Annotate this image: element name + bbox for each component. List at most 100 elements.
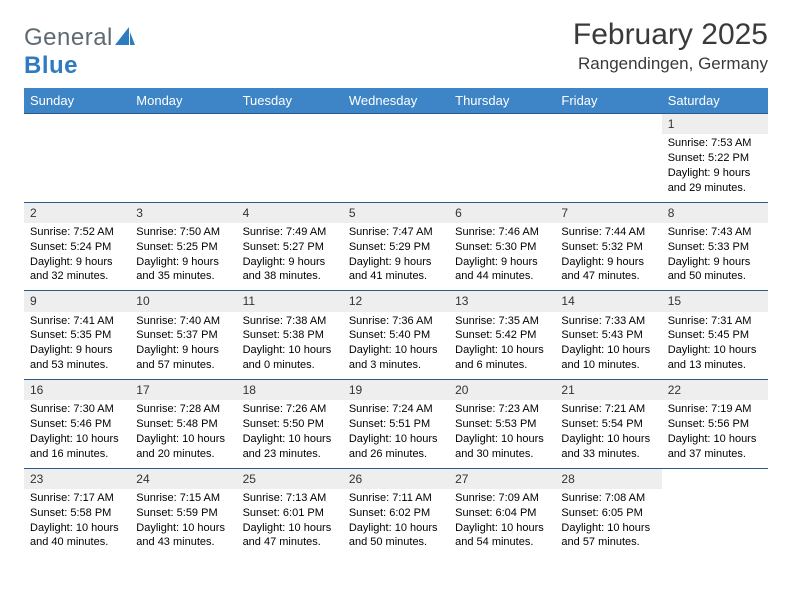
day-data-cell: Sunrise: 7:46 AMSunset: 5:30 PMDaylight:…	[449, 223, 555, 291]
day-number-cell	[343, 114, 449, 135]
day-data-cell	[662, 489, 768, 557]
sunrise-text: Sunrise: 7:11 AM	[349, 491, 443, 506]
day-number-cell: 16	[24, 380, 130, 401]
sunrise-text: Sunrise: 7:24 AM	[349, 402, 443, 417]
sunset-text: Sunset: 5:35 PM	[30, 328, 124, 343]
daylight-text: Daylight: 10 hours and 0 minutes.	[243, 343, 337, 373]
sunrise-text: Sunrise: 7:19 AM	[668, 402, 762, 417]
sunset-text: Sunset: 5:25 PM	[136, 240, 230, 255]
sail-icon	[115, 27, 135, 45]
day-data-cell: Sunrise: 7:09 AMSunset: 6:04 PMDaylight:…	[449, 489, 555, 557]
day-number-cell: 7	[555, 202, 661, 223]
sunrise-text: Sunrise: 7:46 AM	[455, 225, 549, 240]
sunset-text: Sunset: 5:40 PM	[349, 328, 443, 343]
weekday-header: Thursday	[449, 88, 555, 114]
sunrise-text: Sunrise: 7:52 AM	[30, 225, 124, 240]
day-number-cell: 5	[343, 202, 449, 223]
day-data-cell: Sunrise: 7:11 AMSunset: 6:02 PMDaylight:…	[343, 489, 449, 557]
daynum-row: 9101112131415	[24, 291, 768, 312]
sunrise-text: Sunrise: 7:43 AM	[668, 225, 762, 240]
day-data-cell: Sunrise: 7:36 AMSunset: 5:40 PMDaylight:…	[343, 312, 449, 380]
day-data-cell	[24, 134, 130, 202]
weekday-header: Tuesday	[237, 88, 343, 114]
sunset-text: Sunset: 5:32 PM	[561, 240, 655, 255]
day-number-cell: 27	[449, 468, 555, 489]
daylight-text: Daylight: 9 hours and 32 minutes.	[30, 255, 124, 285]
daylight-text: Daylight: 10 hours and 13 minutes.	[668, 343, 762, 373]
day-number-cell: 2	[24, 202, 130, 223]
day-data-cell: Sunrise: 7:44 AMSunset: 5:32 PMDaylight:…	[555, 223, 661, 291]
sunset-text: Sunset: 5:30 PM	[455, 240, 549, 255]
day-data-cell: Sunrise: 7:41 AMSunset: 5:35 PMDaylight:…	[24, 312, 130, 380]
day-data-cell	[555, 134, 661, 202]
daylight-text: Daylight: 9 hours and 29 minutes.	[668, 166, 762, 196]
day-number-cell: 11	[237, 291, 343, 312]
brand-logo: General Blue	[24, 24, 135, 80]
daynum-row: 232425262728	[24, 468, 768, 489]
day-number-cell: 20	[449, 380, 555, 401]
sunrise-text: Sunrise: 7:26 AM	[243, 402, 337, 417]
daylight-text: Daylight: 10 hours and 50 minutes.	[349, 521, 443, 551]
day-number-cell: 6	[449, 202, 555, 223]
daylight-text: Daylight: 9 hours and 35 minutes.	[136, 255, 230, 285]
daylight-text: Daylight: 10 hours and 43 minutes.	[136, 521, 230, 551]
sunrise-text: Sunrise: 7:13 AM	[243, 491, 337, 506]
day-data-cell: Sunrise: 7:40 AMSunset: 5:37 PMDaylight:…	[130, 312, 236, 380]
day-number-cell: 22	[662, 380, 768, 401]
day-data-cell: Sunrise: 7:53 AMSunset: 5:22 PMDaylight:…	[662, 134, 768, 202]
day-data-cell: Sunrise: 7:28 AMSunset: 5:48 PMDaylight:…	[130, 400, 236, 468]
sunrise-text: Sunrise: 7:38 AM	[243, 314, 337, 329]
sunrise-text: Sunrise: 7:33 AM	[561, 314, 655, 329]
weekday-header: Monday	[130, 88, 236, 114]
sunset-text: Sunset: 5:53 PM	[455, 417, 549, 432]
sunset-text: Sunset: 6:01 PM	[243, 506, 337, 521]
day-number-cell: 17	[130, 380, 236, 401]
sunset-text: Sunset: 6:04 PM	[455, 506, 549, 521]
weekday-header: Sunday	[24, 88, 130, 114]
sunset-text: Sunset: 5:29 PM	[349, 240, 443, 255]
daylight-text: Daylight: 9 hours and 57 minutes.	[136, 343, 230, 373]
daylight-text: Daylight: 10 hours and 6 minutes.	[455, 343, 549, 373]
daylight-text: Daylight: 10 hours and 37 minutes.	[668, 432, 762, 462]
sunset-text: Sunset: 5:24 PM	[30, 240, 124, 255]
day-number-cell: 4	[237, 202, 343, 223]
sunset-text: Sunset: 5:56 PM	[668, 417, 762, 432]
sunset-text: Sunset: 5:27 PM	[243, 240, 337, 255]
day-data-cell: Sunrise: 7:19 AMSunset: 5:56 PMDaylight:…	[662, 400, 768, 468]
daylight-text: Daylight: 10 hours and 57 minutes.	[561, 521, 655, 551]
day-data-cell: Sunrise: 7:24 AMSunset: 5:51 PMDaylight:…	[343, 400, 449, 468]
day-number-cell	[449, 114, 555, 135]
sunrise-text: Sunrise: 7:08 AM	[561, 491, 655, 506]
sunset-text: Sunset: 5:43 PM	[561, 328, 655, 343]
month-title: February 2025	[573, 18, 768, 52]
day-number-cell: 12	[343, 291, 449, 312]
data-row: Sunrise: 7:17 AMSunset: 5:58 PMDaylight:…	[24, 489, 768, 557]
sunset-text: Sunset: 5:54 PM	[561, 417, 655, 432]
sunset-text: Sunset: 5:46 PM	[30, 417, 124, 432]
sunrise-text: Sunrise: 7:21 AM	[561, 402, 655, 417]
sunrise-text: Sunrise: 7:35 AM	[455, 314, 549, 329]
sunset-text: Sunset: 5:45 PM	[668, 328, 762, 343]
sunrise-text: Sunrise: 7:28 AM	[136, 402, 230, 417]
weekday-header: Wednesday	[343, 88, 449, 114]
daylight-text: Daylight: 10 hours and 10 minutes.	[561, 343, 655, 373]
day-number-cell: 10	[130, 291, 236, 312]
day-number-cell: 28	[555, 468, 661, 489]
day-data-cell	[449, 134, 555, 202]
title-block: February 2025 Rangendingen, Germany	[573, 18, 768, 74]
brand-part2: Blue	[24, 52, 78, 79]
brand-text: General Blue	[24, 24, 135, 80]
day-number-cell: 24	[130, 468, 236, 489]
daylight-text: Daylight: 9 hours and 50 minutes.	[668, 255, 762, 285]
sunset-text: Sunset: 5:38 PM	[243, 328, 337, 343]
sunset-text: Sunset: 5:51 PM	[349, 417, 443, 432]
sunrise-text: Sunrise: 7:31 AM	[668, 314, 762, 329]
weekday-header-row: Sunday Monday Tuesday Wednesday Thursday…	[24, 88, 768, 114]
sunset-text: Sunset: 5:50 PM	[243, 417, 337, 432]
sunset-text: Sunset: 6:05 PM	[561, 506, 655, 521]
data-row: Sunrise: 7:30 AMSunset: 5:46 PMDaylight:…	[24, 400, 768, 468]
sunrise-text: Sunrise: 7:47 AM	[349, 225, 443, 240]
daynum-row: 16171819202122	[24, 380, 768, 401]
day-data-cell: Sunrise: 7:52 AMSunset: 5:24 PMDaylight:…	[24, 223, 130, 291]
sunrise-text: Sunrise: 7:49 AM	[243, 225, 337, 240]
